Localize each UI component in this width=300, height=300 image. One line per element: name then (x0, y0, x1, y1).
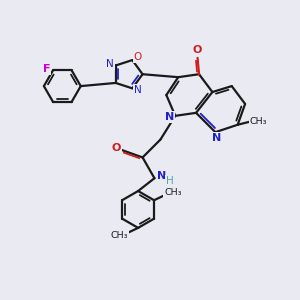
Text: N: N (106, 59, 114, 69)
Text: N: N (212, 133, 221, 143)
Text: F: F (43, 64, 50, 74)
Text: N: N (165, 112, 174, 122)
Text: N: N (157, 171, 167, 181)
Text: H: H (166, 176, 174, 186)
Text: CH₃: CH₃ (164, 188, 182, 197)
Text: O: O (193, 45, 202, 56)
Text: CH₃: CH₃ (250, 117, 267, 126)
Text: CH₃: CH₃ (110, 231, 128, 240)
Text: O: O (111, 142, 121, 153)
Text: O: O (134, 52, 142, 62)
Text: N: N (134, 85, 142, 95)
